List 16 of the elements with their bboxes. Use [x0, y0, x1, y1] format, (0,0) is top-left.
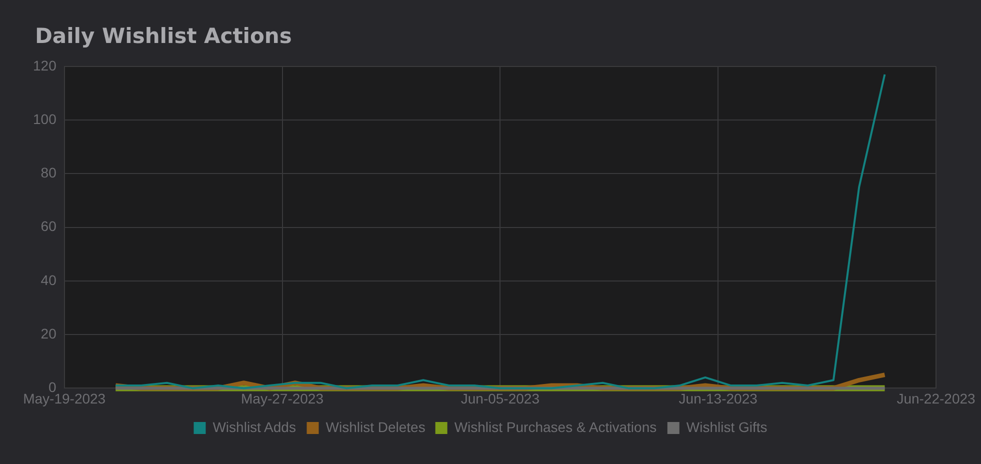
legend-label: Wishlist Adds: [212, 418, 296, 435]
x-tick-label: Jun-13-2023: [678, 390, 758, 406]
y-tick-label: 40: [40, 272, 57, 288]
chart-title: Daily Wishlist Actions: [35, 24, 292, 48]
y-tick-label: 100: [33, 110, 57, 127]
legend-label: Wishlist Gifts: [686, 418, 768, 435]
y-tick-label: 0: [48, 379, 57, 396]
legend-label: Wishlist Deletes: [326, 418, 426, 435]
y-tick-label: 80: [40, 164, 57, 181]
y-tick-label: 20: [40, 325, 57, 342]
y-tick-label: 120: [33, 57, 57, 74]
y-tick-label: 60: [40, 218, 57, 234]
legend-label: Wishlist Purchases & Activations: [454, 418, 657, 435]
x-tick-label: Jun-22-2023: [896, 390, 976, 406]
x-tick-label: Jun-05-2023: [460, 390, 540, 406]
x-tick-label: May-27-2023: [241, 390, 324, 406]
